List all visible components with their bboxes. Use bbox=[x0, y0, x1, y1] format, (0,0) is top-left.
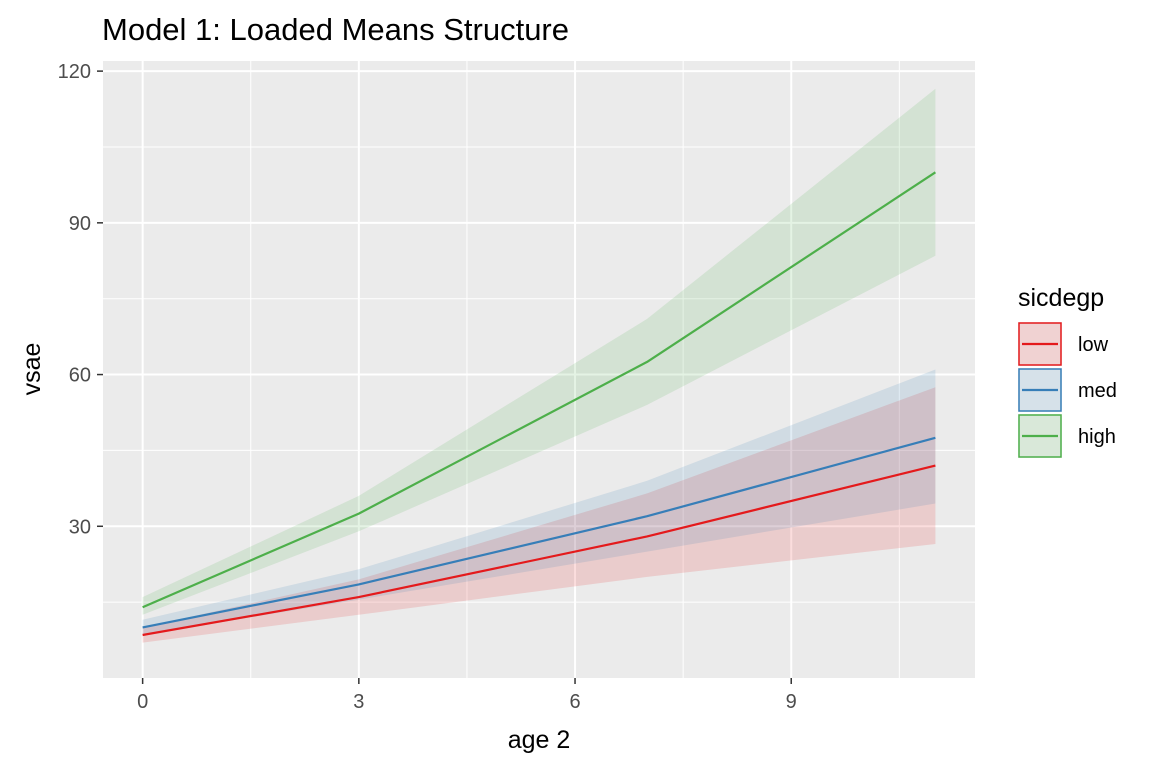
legend: sicdegp low med high bbox=[1018, 284, 1117, 458]
y-tick-label: 60 bbox=[69, 365, 91, 387]
confidence-band-low bbox=[142, 387, 936, 643]
series-lines bbox=[142, 171, 937, 637]
series-line-low bbox=[142, 464, 936, 637]
confidence-band-high bbox=[142, 88, 936, 615]
chart-title: Model 1: Loaded Means Structure bbox=[102, 12, 569, 47]
x-tick-label: 6 bbox=[569, 691, 580, 713]
series-line-med bbox=[142, 436, 936, 629]
legend-label-high: high bbox=[1078, 426, 1116, 448]
legend-label-low: low bbox=[1078, 334, 1109, 356]
grid-minor bbox=[103, 61, 975, 678]
legend-label-med: med bbox=[1078, 380, 1117, 402]
plot-panel bbox=[103, 61, 975, 678]
legend-title: sicdegp bbox=[1018, 284, 1104, 312]
x-tick-label: 9 bbox=[786, 691, 797, 713]
y-tick-label: 90 bbox=[69, 213, 91, 235]
y-tick-label: 120 bbox=[58, 61, 91, 83]
confidence-band-med bbox=[142, 369, 936, 635]
x-axis-title: age 2 bbox=[508, 726, 571, 754]
y-axis-title: vsae bbox=[18, 343, 46, 396]
confidence-bands bbox=[142, 88, 936, 643]
grid-major bbox=[103, 61, 975, 678]
y-tick-label: 30 bbox=[69, 516, 91, 538]
x-tick-label: 0 bbox=[137, 691, 148, 713]
y-axis: 30 60 90 120 bbox=[58, 61, 103, 538]
x-tick-label: 3 bbox=[353, 691, 364, 713]
series-line-high bbox=[142, 171, 937, 609]
x-axis: 0 3 6 9 bbox=[137, 678, 797, 713]
